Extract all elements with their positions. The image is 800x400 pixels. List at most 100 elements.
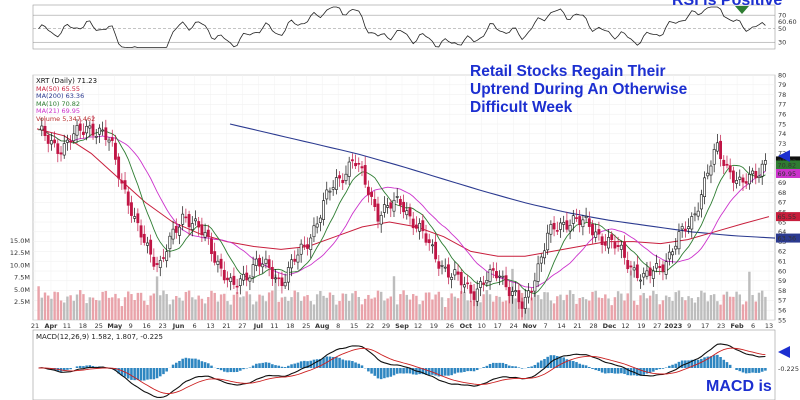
candle-body bbox=[293, 258, 297, 262]
candle-body bbox=[267, 259, 271, 268]
candle-body bbox=[98, 127, 101, 135]
candle-body bbox=[719, 140, 722, 160]
volume-bar bbox=[597, 297, 601, 320]
macd-histogram-bar bbox=[504, 364, 508, 368]
candle-body bbox=[735, 180, 739, 184]
macd-histogram-bar bbox=[639, 368, 642, 376]
date-tick-label: 17 bbox=[701, 322, 709, 330]
candle-body bbox=[347, 161, 351, 177]
price-badge bbox=[776, 212, 800, 222]
volume-bar bbox=[664, 295, 668, 320]
candle-body bbox=[699, 194, 703, 210]
candle-body bbox=[475, 288, 479, 302]
volume-bar bbox=[287, 300, 290, 320]
macd-histogram-bar bbox=[229, 368, 232, 373]
volume-bar bbox=[303, 296, 306, 320]
macd-histogram-bar bbox=[443, 368, 447, 376]
macd-histogram-bar bbox=[75, 366, 79, 368]
short-ma-line bbox=[38, 127, 766, 288]
volume-bar bbox=[101, 291, 104, 320]
candle-body bbox=[674, 245, 678, 250]
volume-bar bbox=[331, 294, 335, 320]
date-tick-label: Nov bbox=[523, 322, 538, 330]
macd-histogram-bar bbox=[389, 368, 393, 377]
volume-bar bbox=[434, 294, 437, 320]
macd-histogram-bar bbox=[456, 368, 460, 373]
macd-histogram-bar bbox=[239, 368, 242, 371]
candle-body bbox=[65, 139, 69, 143]
macd-histogram-bar bbox=[66, 368, 69, 370]
macd-histogram-bar bbox=[450, 368, 453, 376]
candle-body bbox=[344, 173, 348, 181]
macd-histogram-bar bbox=[735, 368, 738, 370]
volume-bar bbox=[600, 298, 604, 320]
volume-bar bbox=[623, 300, 626, 320]
candle-body bbox=[59, 152, 63, 155]
candle-body bbox=[389, 202, 393, 209]
candle-body bbox=[754, 170, 758, 179]
macd-histogram-bar bbox=[287, 365, 290, 368]
macd-histogram-bar bbox=[114, 368, 117, 371]
macd-lines: -0.225 bbox=[38, 343, 799, 398]
volume-bar bbox=[450, 293, 453, 320]
volume-bar bbox=[379, 291, 383, 320]
macd-histogram-bar bbox=[261, 362, 265, 368]
volume-bar bbox=[69, 295, 72, 320]
candle-body bbox=[197, 221, 201, 228]
candle-body bbox=[565, 220, 569, 230]
volume-bar bbox=[370, 298, 373, 320]
volume-bar bbox=[91, 297, 95, 320]
price-tick-label: 75 bbox=[778, 120, 786, 128]
moving-average-line bbox=[36, 128, 770, 257]
candle-body bbox=[424, 233, 428, 243]
legend-ma21: MA(21) 69.95 bbox=[36, 107, 81, 116]
candle-body bbox=[555, 230, 559, 232]
candle-body bbox=[251, 264, 255, 278]
candle-body bbox=[283, 282, 287, 287]
candle-body bbox=[479, 281, 482, 288]
volume-bar bbox=[341, 293, 344, 320]
candle-body bbox=[133, 216, 137, 219]
macd-histogram-bar bbox=[459, 368, 463, 373]
volume-bar bbox=[59, 300, 63, 320]
rsi-annotation: RSI is Positive bbox=[672, 0, 783, 9]
volume-bar bbox=[421, 300, 425, 320]
volume-bar bbox=[616, 291, 620, 320]
candle-body bbox=[245, 272, 249, 281]
candle-body bbox=[360, 166, 364, 169]
macd-histogram-bar bbox=[299, 361, 303, 368]
volume-bar bbox=[546, 292, 549, 320]
candle-body bbox=[725, 163, 729, 166]
candle-body bbox=[523, 297, 527, 309]
short-ma-line bbox=[38, 127, 766, 294]
volume-bar bbox=[216, 301, 220, 320]
macd-histogram-bar bbox=[178, 360, 181, 368]
volume-bar bbox=[296, 292, 300, 320]
date-tick-label: 19 bbox=[637, 322, 645, 330]
macd-histogram-bar bbox=[597, 368, 601, 372]
macd-histogram-bar bbox=[645, 368, 649, 374]
candle-body bbox=[94, 136, 98, 138]
volume-bar bbox=[114, 293, 117, 320]
candle-body bbox=[575, 217, 578, 219]
macd-histogram-bar bbox=[674, 363, 678, 368]
candle-body bbox=[382, 204, 386, 213]
volume-bar bbox=[43, 292, 47, 320]
macd-histogram-bar bbox=[219, 368, 223, 371]
macd-histogram-bar bbox=[338, 357, 341, 368]
volume-bar bbox=[338, 301, 341, 320]
candle-body bbox=[277, 277, 281, 280]
volume-bar bbox=[130, 294, 133, 320]
candle-body bbox=[536, 263, 540, 282]
macd-histogram-bar bbox=[613, 368, 617, 374]
macd-histogram-bar bbox=[687, 360, 690, 368]
candle-body bbox=[578, 216, 582, 225]
candle-body bbox=[315, 223, 319, 228]
volume-bar bbox=[367, 294, 370, 320]
price-badge-label: 65.55 bbox=[778, 213, 797, 221]
volume-bar bbox=[184, 291, 188, 320]
candle-body bbox=[117, 156, 121, 179]
volume-bar bbox=[255, 301, 258, 320]
volume-bar bbox=[661, 300, 665, 320]
candle-body bbox=[72, 133, 76, 142]
